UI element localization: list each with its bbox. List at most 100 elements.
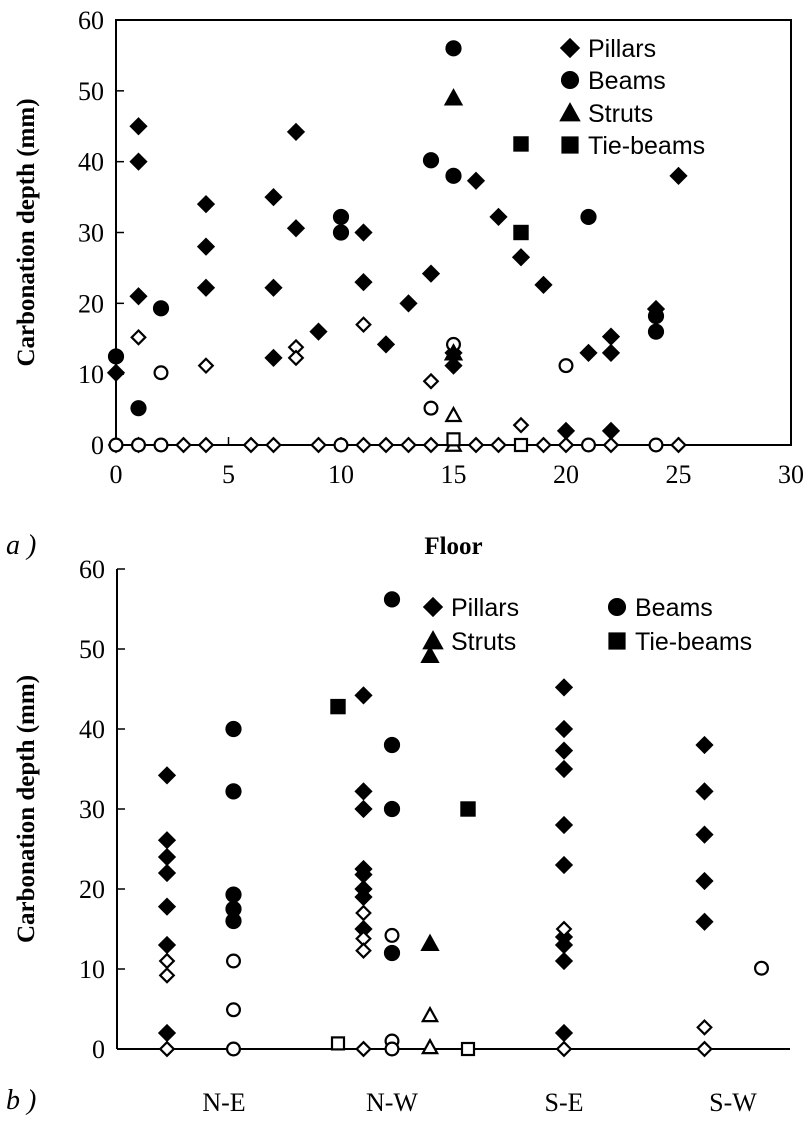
point-beams-open bbox=[226, 1041, 242, 1057]
point-pillars-open bbox=[696, 1040, 713, 1058]
y-axis-title: Carbonation depth (mm) bbox=[13, 98, 40, 366]
x-axis-title: Floor bbox=[424, 533, 482, 560]
point-beams-open bbox=[131, 437, 147, 453]
point-pillars bbox=[554, 1023, 574, 1043]
point-pillars bbox=[534, 275, 553, 295]
point-beams bbox=[383, 944, 401, 962]
point-pillars-open bbox=[555, 920, 573, 938]
series-beams bbox=[107, 40, 665, 417]
x-tick-label: 20 bbox=[553, 460, 579, 489]
series-struts-open bbox=[420, 1005, 440, 1055]
point-pillars bbox=[309, 322, 328, 341]
series-tie-beams-open bbox=[446, 432, 529, 453]
point-beams bbox=[152, 300, 170, 317]
point-pillars-open bbox=[355, 316, 372, 333]
point-pillars-open bbox=[158, 952, 176, 970]
y-tick-label: 60 bbox=[79, 555, 105, 584]
point-beams bbox=[225, 783, 242, 800]
point-pillars-open bbox=[355, 904, 372, 922]
point-beams-open bbox=[648, 437, 664, 453]
point-tie-beams bbox=[330, 698, 346, 715]
legend-marker-tie-beams bbox=[608, 632, 626, 650]
series-beams bbox=[225, 591, 401, 962]
point-pillars bbox=[669, 166, 688, 185]
point-pillars-open bbox=[422, 372, 440, 390]
point-beams bbox=[332, 224, 350, 241]
y-tick-label: 50 bbox=[79, 635, 105, 664]
legend: Pillars Beams Struts Tie-beams bbox=[559, 35, 705, 160]
x-tick-label: 10 bbox=[328, 460, 354, 489]
point-struts bbox=[443, 343, 464, 361]
point-pillars bbox=[106, 363, 126, 382]
point-beams bbox=[383, 591, 401, 608]
point-beams-open bbox=[558, 358, 574, 374]
plot-frame bbox=[115, 19, 792, 446]
y-tick-label: 0 bbox=[92, 1035, 105, 1064]
series-pillars bbox=[157, 678, 714, 1043]
point-pillars bbox=[129, 152, 148, 171]
point-pillars bbox=[157, 766, 177, 785]
legend-label-struts: Struts bbox=[588, 100, 653, 128]
point-struts-open bbox=[444, 405, 463, 423]
point-pillars bbox=[157, 847, 177, 867]
point-beams-open bbox=[153, 437, 169, 453]
legend: Pillars Beams Struts Tie-beams bbox=[422, 594, 752, 656]
point-pillars-open bbox=[355, 942, 372, 959]
point-beams-open bbox=[753, 960, 769, 976]
legend-marker-struts bbox=[559, 102, 581, 122]
point-beams bbox=[225, 720, 242, 738]
y-tick-label: 10 bbox=[79, 955, 105, 984]
x-tick-label: 5 bbox=[222, 460, 235, 489]
point-pillars bbox=[511, 248, 531, 267]
point-pillars-open bbox=[512, 416, 530, 434]
legend-marker-pillars bbox=[422, 596, 444, 618]
point-pillars bbox=[264, 278, 283, 297]
point-pillars-open bbox=[535, 436, 552, 454]
legend-label-struts: Struts bbox=[451, 628, 516, 656]
point-pillars bbox=[601, 343, 621, 363]
point-pillars-open bbox=[355, 436, 372, 454]
point-pillars bbox=[601, 327, 621, 346]
series-beams-open bbox=[108, 336, 664, 453]
point-pillars-open bbox=[557, 436, 575, 454]
point-beams bbox=[580, 208, 597, 226]
point-pillars-open bbox=[130, 328, 147, 346]
point-pillars bbox=[579, 343, 598, 363]
point-pillars bbox=[157, 863, 177, 883]
series-struts bbox=[420, 645, 440, 951]
point-beams bbox=[445, 40, 462, 57]
legend-label-beams: Beams bbox=[588, 67, 666, 95]
point-pillars bbox=[554, 951, 574, 971]
point-pillars-open bbox=[467, 436, 485, 454]
point-beams bbox=[383, 800, 401, 818]
point-pillars bbox=[554, 855, 574, 875]
point-beams bbox=[445, 167, 462, 184]
series-pillars-open bbox=[107, 316, 687, 454]
point-pillars bbox=[264, 348, 283, 367]
panel-label: a ) bbox=[6, 530, 36, 561]
point-pillars-open bbox=[197, 357, 215, 375]
point-pillars bbox=[196, 195, 216, 214]
point-pillars-open bbox=[355, 1040, 372, 1058]
chart-panel-b: 0 10 20 30 40 50 60 N-E N-W S-E S-W Carbonation dep… bbox=[6, 555, 790, 1117]
series-beams-open bbox=[226, 927, 769, 1057]
point-struts bbox=[420, 933, 440, 951]
point-pillars-open bbox=[265, 436, 282, 454]
point-pillars bbox=[466, 171, 486, 190]
point-pillars-open bbox=[242, 436, 260, 454]
point-beams-open bbox=[226, 953, 242, 969]
series-pillars bbox=[106, 117, 688, 440]
point-pillars-open bbox=[175, 436, 192, 454]
legend-label-pillars: Pillars bbox=[588, 35, 656, 63]
point-struts bbox=[420, 645, 440, 663]
point-beams-open bbox=[423, 400, 439, 416]
legend-marker-beams bbox=[560, 70, 580, 90]
series-pillars-open bbox=[158, 904, 713, 1058]
point-pillars bbox=[376, 335, 396, 354]
y-tick-label: 10 bbox=[78, 360, 104, 389]
y-tick-label: 20 bbox=[79, 875, 105, 904]
point-pillars-open bbox=[158, 1040, 176, 1058]
legend-marker-pillars bbox=[559, 37, 581, 59]
x-category-label-n-w: N-W bbox=[366, 1088, 418, 1117]
point-pillars bbox=[157, 935, 177, 955]
